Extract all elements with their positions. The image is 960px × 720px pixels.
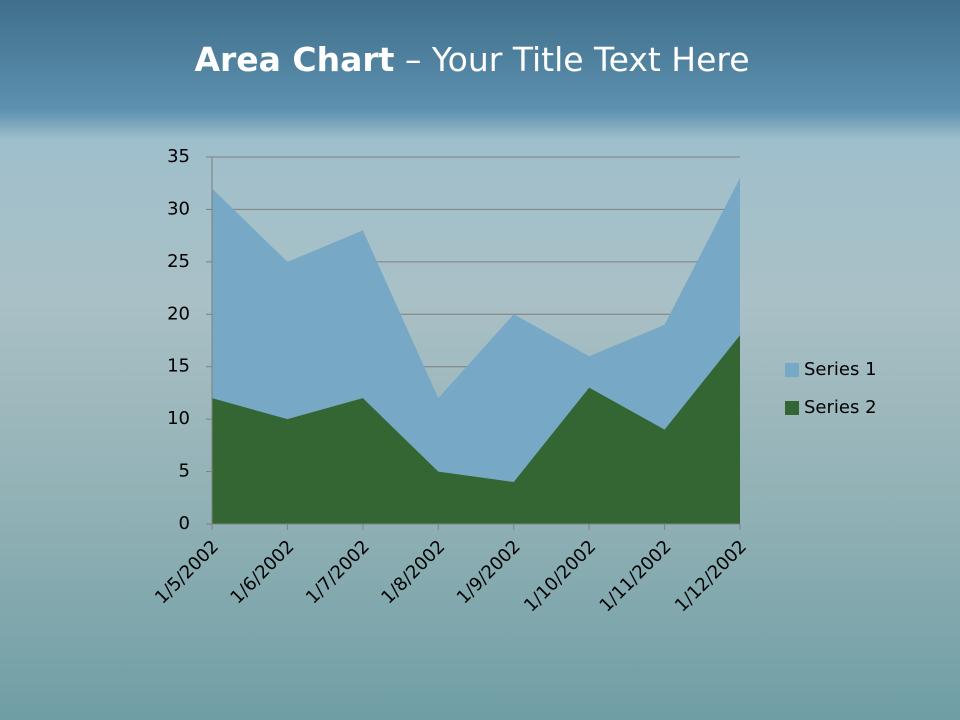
y-tick-label: 30 <box>167 198 190 219</box>
y-tick-label: 5 <box>179 461 190 482</box>
slide-title: Area Chart – Your Title Text Here <box>0 40 944 79</box>
x-tick-label: 1/5/2002 <box>151 536 223 608</box>
y-tick-label: 15 <box>167 356 190 377</box>
x-tick-label: 1/11/2002 <box>596 536 676 616</box>
legend-label: Series 1 <box>804 359 877 380</box>
y-tick-label: 10 <box>167 408 190 429</box>
x-tick-label: 1/6/2002 <box>226 536 298 608</box>
area <box>212 335 740 524</box>
legend-swatch <box>785 401 799 415</box>
x-tick-label: 1/9/2002 <box>453 536 525 608</box>
title-rest: – Your Title Text Here <box>404 40 750 79</box>
legend-label: Series 2 <box>804 397 877 418</box>
y-tick-label: 0 <box>179 513 190 534</box>
y-tick-label: 25 <box>167 251 190 272</box>
x-tick-label: 1/8/2002 <box>377 536 449 608</box>
title-bold: Area Chart <box>194 40 395 79</box>
y-tick-label: 35 <box>167 146 190 167</box>
x-tick-label: 1/7/2002 <box>302 536 374 608</box>
legend-swatch <box>785 363 799 377</box>
x-tick-label: 1/10/2002 <box>520 536 600 616</box>
y-tick-label: 20 <box>167 303 190 324</box>
x-tick-label: 1/12/2002 <box>671 536 751 616</box>
